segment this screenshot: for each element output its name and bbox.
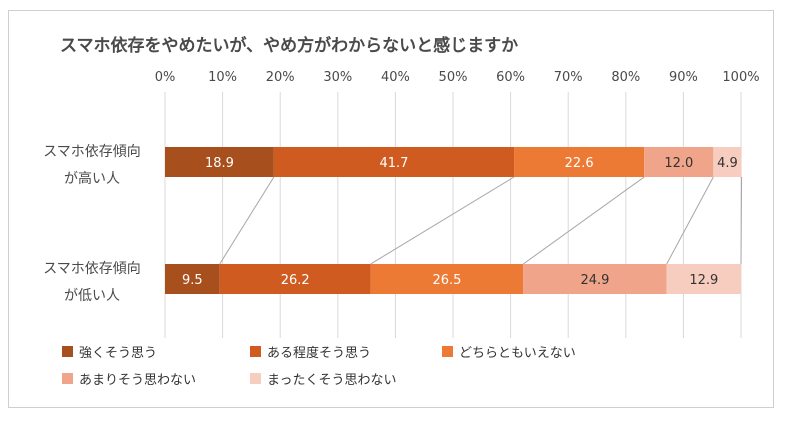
- data-label: 4.9: [717, 156, 738, 171]
- data-label: 26.5: [432, 273, 461, 288]
- data-label: 41.7: [379, 156, 408, 171]
- data-label: 9.5: [182, 273, 203, 288]
- category-label: スマホ依存傾向: [43, 261, 141, 277]
- x-tick-label: 100%: [722, 70, 759, 85]
- bar-segment: [666, 264, 741, 294]
- legend-label: 強くそう思う: [79, 346, 158, 361]
- bar-segment: [165, 264, 220, 294]
- chart-frame: [8, 10, 774, 408]
- legend-item: どちらともいえない: [442, 342, 576, 361]
- legend-swatch: [62, 346, 73, 357]
- x-tick-label: 80%: [611, 70, 640, 85]
- legend-item: ある程度そう思う: [250, 342, 371, 361]
- legend-item: まったくそう思わない: [250, 369, 396, 388]
- legend-swatch: [250, 373, 261, 384]
- x-tick-label: 0%: [155, 70, 176, 85]
- data-label: 22.6: [565, 156, 594, 171]
- bar-segment: [514, 147, 645, 177]
- x-tick-label: 50%: [439, 70, 468, 85]
- x-tick-label: 90%: [669, 70, 698, 85]
- bar-segment: [273, 147, 515, 177]
- x-tick-label: 20%: [266, 70, 295, 85]
- legend-swatch: [442, 346, 453, 357]
- x-tick-label: 30%: [323, 70, 352, 85]
- series-line: [522, 176, 645, 265]
- bar-segment: [713, 147, 742, 177]
- data-label: 12.0: [664, 156, 693, 171]
- series-line: [740, 176, 743, 265]
- bar-segment: [219, 264, 371, 294]
- legend-label: あまりそう思わない: [79, 373, 197, 388]
- series-line: [219, 176, 275, 265]
- category-label: スマホ依存傾向: [43, 144, 141, 160]
- data-label: 12.9: [689, 273, 718, 288]
- legend-label: まったくそう思わない: [267, 373, 397, 388]
- x-tick-label: 10%: [208, 70, 237, 85]
- x-tick-label: 70%: [554, 70, 583, 85]
- chart-title: スマホ依存をやめたいが、やめ方がわからないと感じますか: [60, 36, 519, 56]
- legend-swatch: [250, 346, 261, 357]
- data-label: 18.9: [205, 156, 234, 171]
- bar-segment: [644, 147, 714, 177]
- series-line: [666, 176, 714, 265]
- series-line: [370, 176, 515, 265]
- legend-item: 強くそう思う: [62, 342, 157, 361]
- x-tick-label: 60%: [496, 70, 525, 85]
- data-label: 26.2: [281, 273, 310, 288]
- bar-segment: [370, 264, 524, 294]
- bar-segment: [165, 147, 274, 177]
- legend-label: どちらともいえない: [459, 346, 576, 361]
- category-label: が低い人: [64, 288, 120, 304]
- legend-swatch: [62, 373, 73, 384]
- x-tick-label: 40%: [381, 70, 410, 85]
- legend-item: あまりそう思わない: [62, 369, 196, 388]
- category-label: が高い人: [64, 170, 120, 187]
- data-label: 24.9: [581, 273, 610, 288]
- bar-segment: [523, 264, 667, 294]
- legend-label: ある程度そう思う: [267, 346, 372, 361]
